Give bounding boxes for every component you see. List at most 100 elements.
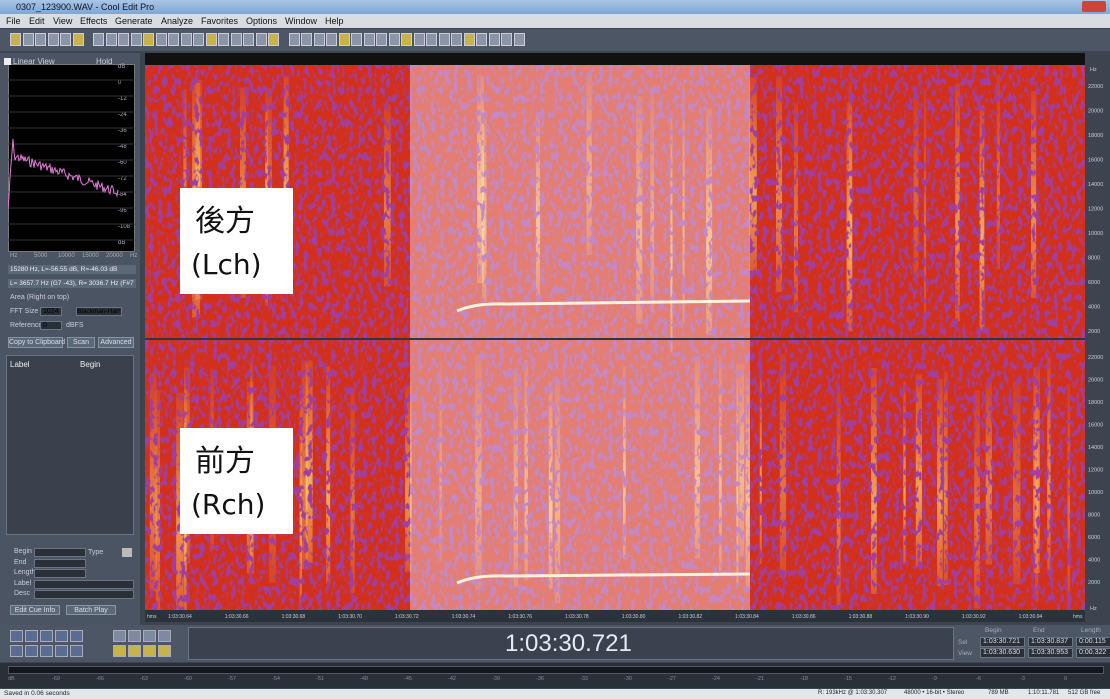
menu-item[interactable]: Generate	[115, 16, 153, 26]
toolbar-icon[interactable]	[231, 33, 242, 46]
toolbar-icon[interactable]	[23, 33, 34, 46]
window-title: 0307_123900.WAV - Cool Edit Pro	[16, 2, 154, 12]
cue-field-label: Desc	[14, 590, 30, 597]
reference-value[interactable]: 0	[40, 321, 62, 330]
transport-button[interactable]	[40, 630, 53, 642]
toolbar-icon[interactable]	[514, 33, 525, 46]
zoom-button[interactable]	[143, 645, 156, 657]
menu-item[interactable]: Favorites	[201, 16, 238, 26]
zoom-button[interactable]	[113, 630, 126, 642]
zoom-button[interactable]	[143, 630, 156, 642]
toolbar-icon[interactable]	[339, 33, 350, 46]
toolbar-icon[interactable]	[501, 33, 512, 46]
toolbar-icon[interactable]	[118, 33, 129, 46]
time-tick-label: 1:03:30.92	[962, 614, 986, 620]
window-fn[interactable]: Blackman-Harr	[76, 307, 122, 316]
transport-button[interactable]	[25, 630, 38, 642]
toolbar-icon[interactable]	[389, 33, 400, 46]
toolbar-icon[interactable]	[93, 33, 104, 46]
toolbar-icon[interactable]	[60, 33, 71, 46]
zoom-button[interactable]	[128, 645, 141, 657]
menu-item[interactable]: Effects	[80, 16, 107, 26]
cue-field[interactable]	[34, 580, 134, 589]
zoom-button[interactable]	[158, 630, 171, 642]
cue-button[interactable]: Batch Play	[66, 605, 116, 615]
toolbar-icon[interactable]	[256, 33, 267, 46]
toolbar-icon[interactable]	[326, 33, 337, 46]
transport-button[interactable]	[70, 645, 83, 657]
toolbar-icon[interactable]	[10, 33, 21, 46]
menu-item[interactable]: Help	[325, 16, 344, 26]
menu-item[interactable]: View	[53, 16, 72, 26]
toolbar-icon[interactable]	[156, 33, 167, 46]
cue-field[interactable]	[34, 559, 86, 568]
toolbar-icon[interactable]	[289, 33, 300, 46]
transport-button[interactable]	[70, 630, 83, 642]
transport-button[interactable]	[55, 630, 68, 642]
toolbar-icon[interactable]	[243, 33, 254, 46]
freq-unit: Hz	[1090, 606, 1097, 612]
toolbar-icon[interactable]	[376, 33, 387, 46]
toolbar-icon[interactable]	[476, 33, 487, 46]
toolbar-icon[interactable]	[351, 33, 362, 46]
transport-button[interactable]	[55, 645, 68, 657]
panel-button[interactable]: Copy to Clipboard	[8, 337, 63, 348]
toolbar-icon[interactable]	[426, 33, 437, 46]
fft-size[interactable]: 1024	[40, 307, 62, 316]
meter-label: -24	[712, 676, 720, 682]
time-display: 1:03:30.721	[505, 630, 632, 658]
toolbar-icon[interactable]	[401, 33, 412, 46]
channel-label: (Rch)	[191, 488, 265, 521]
toolbar-icon[interactable]	[414, 33, 425, 46]
channel-label: 後方	[195, 204, 255, 239]
time-tick-label: 1:03:30.64	[168, 614, 192, 620]
status-item: 512 GB free	[1068, 690, 1100, 696]
transport-button[interactable]	[10, 645, 23, 657]
sel-value: 1:03:30.953	[1028, 648, 1073, 658]
toolbar-icon[interactable]	[193, 33, 204, 46]
spectrum-trace	[8, 139, 118, 209]
toolbar-icon[interactable]	[131, 33, 142, 46]
close-button[interactable]	[1082, 1, 1106, 12]
toolbar-icon[interactable]	[314, 33, 325, 46]
toolbar-icon[interactable]	[181, 33, 192, 46]
toolbar-icon[interactable]	[218, 33, 229, 46]
panel-button[interactable]: Advanced	[98, 337, 134, 348]
cue-field[interactable]	[34, 548, 86, 557]
menu-item[interactable]: Edit	[29, 16, 45, 26]
menu-item[interactable]: Window	[285, 16, 317, 26]
toolbar-icon[interactable]	[35, 33, 46, 46]
meter-label: -6	[976, 676, 981, 682]
toolbar-icon[interactable]	[489, 33, 500, 46]
toolbar-icon[interactable]	[106, 33, 117, 46]
menu-item[interactable]: Analyze	[161, 16, 193, 26]
menu-item[interactable]: Options	[246, 16, 277, 26]
menu-item[interactable]: File	[6, 16, 21, 26]
toolbar-icon[interactable]	[451, 33, 462, 46]
toolbar-icon[interactable]	[143, 33, 154, 46]
toolbar-icon[interactable]	[73, 33, 84, 46]
panel-button[interactable]: Scan	[67, 337, 95, 348]
toolbar-icon[interactable]	[364, 33, 375, 46]
transport-button[interactable]	[10, 630, 23, 642]
zoom-button[interactable]	[113, 645, 126, 657]
transport-button[interactable]	[25, 645, 38, 657]
cue-type[interactable]	[122, 548, 132, 557]
cue-button[interactable]: Edit Cue Info	[10, 605, 60, 615]
transport-button[interactable]	[40, 645, 53, 657]
sel-value: 1:03:30.630	[980, 648, 1025, 658]
sel-column: Length	[1081, 627, 1101, 634]
zoom-button[interactable]	[158, 645, 171, 657]
freq-tick-label: 4000	[1088, 305, 1100, 311]
cue-field[interactable]	[34, 569, 86, 578]
toolbar-icon[interactable]	[268, 33, 279, 46]
zoom-button[interactable]	[128, 630, 141, 642]
toolbar-icon[interactable]	[48, 33, 59, 46]
toolbar-icon[interactable]	[439, 33, 450, 46]
cue-field[interactable]	[34, 590, 134, 599]
toolbar-icon[interactable]	[168, 33, 179, 46]
toolbar-icon[interactable]	[464, 33, 475, 46]
toolbar-icon[interactable]	[301, 33, 312, 46]
meter-label: -12	[888, 676, 896, 682]
toolbar-icon[interactable]	[206, 33, 217, 46]
